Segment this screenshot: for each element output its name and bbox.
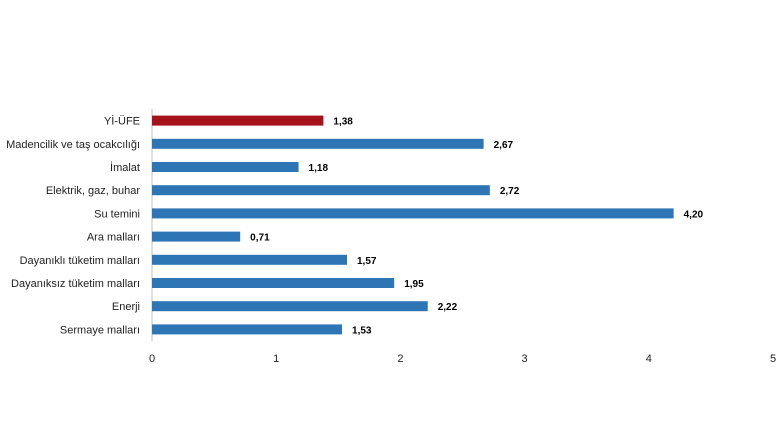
category-label: Ara malları [87, 232, 140, 244]
bar [152, 162, 299, 172]
bar [152, 185, 490, 196]
x-tick-label: 1 [273, 353, 279, 365]
data-label: 1,95 [404, 279, 424, 290]
x-tick-label: 0 [149, 353, 155, 365]
bar [152, 324, 343, 335]
bar [152, 208, 674, 219]
bar [152, 254, 347, 265]
data-label: 0,71 [250, 233, 270, 244]
category-label: Dayanıksız tüketim malları [11, 278, 140, 290]
category-label: İmalat [110, 161, 140, 174]
data-label: 1,38 [333, 117, 353, 128]
category-label: Enerji [112, 301, 140, 313]
bar [152, 138, 484, 149]
category-label: Dayanıklı tüketim malları [20, 255, 140, 267]
category-label: Yİ-ÜFE [104, 115, 140, 128]
data-label: 2,22 [438, 302, 458, 313]
data-label: 1,53 [352, 325, 372, 336]
category-label: Su temini [94, 208, 140, 220]
x-tick-label: 3 [522, 353, 528, 365]
bar [152, 115, 324, 126]
x-tick-label: 4 [646, 353, 652, 365]
plot-area: Yİ-ÜFE 1,38 Madencilik ve taş ocakcılığı 2,… [6, 109, 776, 365]
data-label: 1,18 [309, 163, 329, 174]
category-label: Elektrik, gaz, buhar [46, 185, 140, 197]
data-label: 4,20 [684, 209, 704, 220]
bar [152, 231, 241, 242]
category-label: Madencilik ve taş ocakcılığı [6, 139, 140, 151]
x-tick-label: 2 [397, 353, 403, 365]
bar [152, 301, 428, 312]
data-label: 1,57 [357, 256, 377, 267]
data-label: 2,67 [494, 140, 514, 151]
data-label: 2,72 [500, 186, 520, 197]
x-tick-label: 5 [770, 353, 776, 365]
category-label: Sermaye malları [60, 324, 140, 336]
bar [152, 278, 395, 288]
